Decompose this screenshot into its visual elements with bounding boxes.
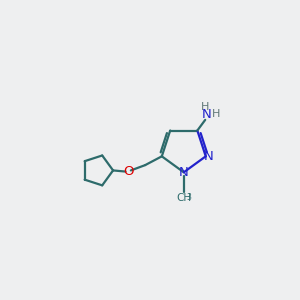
Text: O: O bbox=[123, 165, 134, 178]
Text: H: H bbox=[212, 109, 220, 118]
Text: CH: CH bbox=[176, 193, 191, 203]
Text: N: N bbox=[202, 108, 212, 121]
Text: N: N bbox=[204, 150, 213, 163]
Text: H: H bbox=[201, 102, 209, 112]
Text: 3: 3 bbox=[186, 193, 191, 202]
Text: N: N bbox=[179, 166, 189, 179]
